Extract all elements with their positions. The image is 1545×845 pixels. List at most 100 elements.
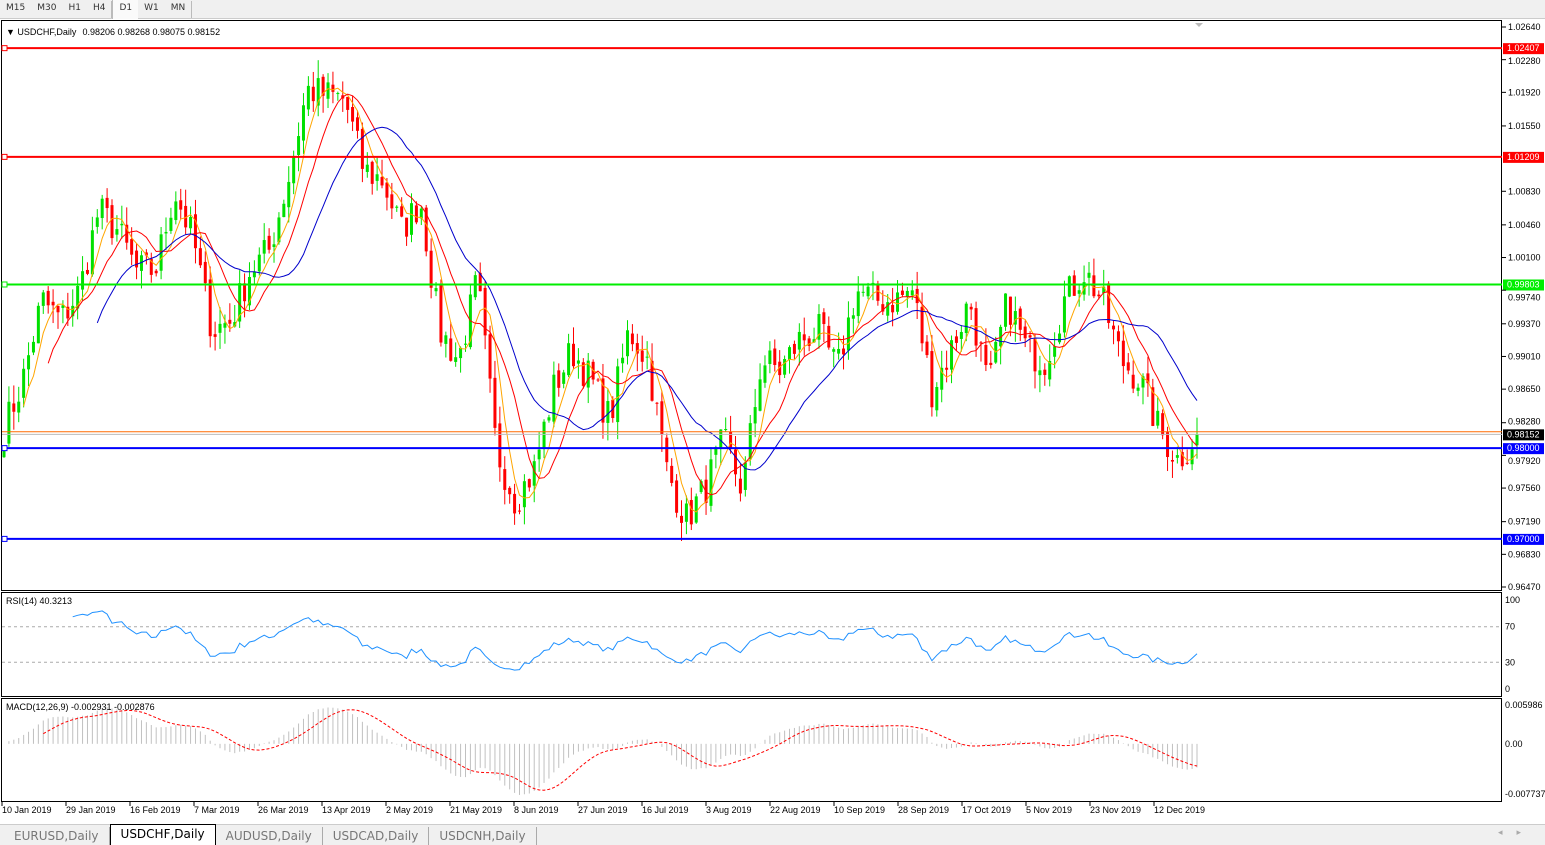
candle: [105, 188, 109, 223]
tf-h4[interactable]: H4: [92, 2, 106, 13]
candle-body: [645, 356, 649, 358]
candle-body: [670, 465, 674, 483]
candle: [665, 433, 669, 472]
candle: [22, 358, 26, 408]
level-price-tag: [1503, 533, 1544, 545]
candle: [832, 347, 836, 368]
candle-body: [581, 362, 585, 386]
candle: [85, 262, 89, 276]
candle-body: [326, 82, 330, 99]
candle: [1136, 383, 1140, 397]
candle: [734, 435, 738, 487]
candle-body: [532, 461, 536, 486]
candle: [768, 341, 772, 374]
candle: [930, 335, 934, 417]
candle: [503, 456, 507, 505]
candle-body: [1013, 311, 1017, 325]
candle: [537, 432, 541, 472]
price-tick-label: 0.99010: [1508, 351, 1541, 361]
candle: [71, 289, 75, 327]
candle-body: [41, 292, 45, 306]
candle-body: [842, 348, 846, 355]
chart-title: ▼ USDCHF,Daily 0.98206 0.98268 0.98075 0.…: [6, 27, 220, 37]
candle: [635, 333, 639, 372]
candle: [1156, 397, 1160, 429]
tf-m15[interactable]: M15: [6, 2, 26, 13]
candle-body: [365, 164, 369, 172]
candle-body: [306, 85, 310, 110]
tf-m30[interactable]: M30: [37, 2, 57, 13]
candle: [400, 197, 404, 218]
candle-body: [827, 325, 831, 348]
tf-mn[interactable]: MN: [170, 2, 186, 13]
candle-body: [311, 86, 315, 102]
candle: [513, 483, 517, 525]
candle: [36, 302, 40, 344]
candle-body: [984, 344, 988, 366]
candle: [76, 276, 80, 320]
tab-usdchf[interactable]: USDCHF,Daily: [109, 824, 216, 845]
candle-body: [753, 407, 757, 424]
price-tick-label: 1.00460: [1508, 220, 1541, 230]
candle: [1180, 436, 1184, 471]
candle-body: [1097, 294, 1101, 297]
candle: [959, 325, 963, 352]
candle-body: [272, 244, 276, 247]
candle: [1185, 449, 1189, 465]
tab-usdcad[interactable]: USDCAD,Daily: [323, 827, 430, 845]
candle-body: [684, 503, 688, 522]
candle: [1121, 325, 1125, 384]
candle: [773, 339, 777, 372]
tab-eurusd[interactable]: EURUSD,Daily: [4, 827, 110, 845]
candle: [954, 330, 958, 352]
candle: [964, 301, 968, 342]
candle: [208, 266, 212, 348]
candle-body: [483, 287, 487, 336]
tab-scroll-arrows[interactable]: ◂▸: [1497, 828, 1535, 838]
candle-body: [596, 379, 600, 381]
candle: [1043, 363, 1047, 386]
candle: [414, 201, 418, 225]
candle-body: [635, 343, 639, 354]
price-tick-label: 1.01920: [1508, 87, 1541, 97]
candle: [385, 177, 389, 211]
candle-body: [243, 283, 247, 302]
candle-body: [287, 181, 291, 208]
price-tick-label: 0.96830: [1508, 549, 1541, 559]
date-label: 7 Mar 2019: [194, 805, 240, 815]
candle: [1053, 332, 1057, 369]
candle-body: [537, 449, 541, 460]
candle: [252, 260, 256, 286]
candle: [1116, 325, 1120, 357]
candle: [282, 199, 286, 218]
candle-body: [36, 305, 40, 344]
rsi-axis-label: 70: [1505, 622, 1515, 632]
tf-w1[interactable]: W1: [144, 2, 159, 13]
tab-usdcnh[interactable]: USDCNH,Daily: [429, 827, 537, 845]
tab-audusd[interactable]: AUDUSD,Daily: [216, 827, 323, 845]
candle-body: [434, 288, 438, 292]
candle: [238, 270, 242, 328]
candle-body: [650, 360, 654, 401]
candle-body: [301, 105, 305, 141]
chart-shift-marker-icon[interactable]: [1195, 23, 1203, 27]
candle: [817, 304, 821, 349]
candle-body: [812, 339, 816, 343]
candle: [1038, 355, 1042, 393]
candle: [419, 206, 423, 226]
candle: [616, 358, 620, 440]
candle: [149, 252, 153, 283]
tf-h1[interactable]: H1: [68, 2, 81, 13]
candle-body: [336, 93, 340, 95]
candle-body: [370, 161, 374, 184]
candle: [100, 194, 104, 230]
candle-body: [773, 348, 777, 365]
candle: [1151, 378, 1155, 427]
candle-body: [1131, 374, 1135, 389]
candle: [866, 282, 870, 300]
tf-d1[interactable]: D1: [112, 0, 139, 19]
chart-canvas[interactable]: 1.02407 1.01209 0.99803 0.98000 0.97000 0.981…: [0, 19, 1545, 824]
candle-body: [1053, 346, 1057, 357]
candle: [842, 335, 846, 370]
candle: [90, 216, 94, 277]
